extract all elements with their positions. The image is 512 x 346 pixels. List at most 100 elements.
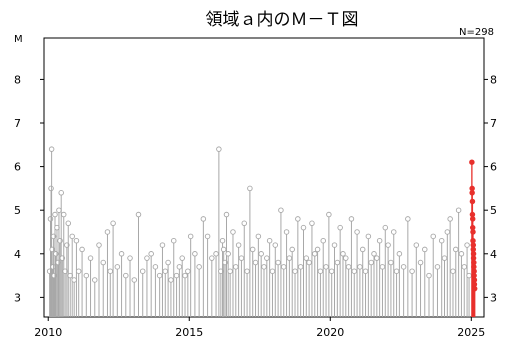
- past-event-point: [309, 220, 315, 227]
- past-event-point: [348, 216, 355, 222]
- past-event-point: [312, 251, 318, 257]
- y-tick-label-right: 3: [490, 291, 497, 304]
- past-event-point: [314, 246, 321, 253]
- past-event-point: [422, 246, 428, 253]
- past-event-point: [162, 268, 169, 274]
- past-event-point: [455, 207, 462, 213]
- past-event-point: [292, 268, 298, 274]
- past-event-point: [249, 246, 256, 253]
- past-event-point: [139, 268, 146, 274]
- past-event-point: [173, 272, 180, 279]
- past-event-point: [317, 268, 324, 274]
- recent-event-point: [469, 198, 476, 205]
- past-event-point: [323, 264, 329, 270]
- recent-event-point: [470, 237, 476, 244]
- past-event-point: [351, 268, 358, 274]
- past-event-point: [328, 268, 335, 274]
- past-event-point: [390, 229, 397, 235]
- recent-event-point: [469, 216, 476, 222]
- past-event-point: [114, 264, 121, 270]
- past-event-point: [127, 255, 133, 261]
- past-event-point: [135, 211, 142, 218]
- past-event-point: [458, 251, 465, 257]
- past-event-point: [438, 237, 445, 244]
- recent-event-point: [469, 190, 475, 196]
- past-event-point: [297, 264, 304, 270]
- past-event-point: [334, 259, 341, 266]
- past-event-point: [204, 233, 211, 240]
- past-event-point: [123, 272, 129, 279]
- past-event-point: [96, 242, 102, 248]
- recent-event-point: [469, 224, 476, 231]
- past-event-point: [368, 259, 374, 266]
- past-event-point: [405, 216, 411, 222]
- past-event-point: [79, 246, 85, 253]
- past-event-point: [362, 268, 369, 274]
- past-event-point: [365, 233, 372, 240]
- past-event-point: [371, 251, 377, 257]
- past-event-point: [258, 251, 264, 257]
- past-event-point: [430, 233, 436, 240]
- chart-title: 領域ａ内のＭ－Ｔ図: [206, 10, 359, 30]
- past-event-point: [320, 237, 326, 244]
- past-event-point: [252, 259, 259, 266]
- past-event-point: [65, 220, 72, 227]
- y-tick-label: 8: [14, 73, 21, 86]
- recent-event-point: [470, 229, 476, 235]
- past-event-point: [196, 264, 202, 270]
- y-tick-label-right: 8: [490, 73, 497, 86]
- recent-event-point: [471, 272, 477, 279]
- past-event-point: [434, 264, 441, 270]
- past-event-point: [230, 229, 236, 235]
- past-event-point: [223, 211, 230, 218]
- past-event-point: [176, 264, 183, 270]
- y-axis-title: M: [14, 34, 23, 45]
- past-event-point: [107, 268, 114, 274]
- past-event-point: [379, 264, 386, 270]
- past-event-point: [227, 268, 233, 274]
- past-event-point: [179, 255, 185, 261]
- past-event-point: [218, 268, 224, 274]
- past-event-point: [303, 255, 310, 261]
- past-event-point: [168, 277, 174, 283]
- past-event-point: [400, 264, 407, 270]
- past-event-point: [220, 246, 227, 253]
- past-event-point: [83, 272, 90, 279]
- past-event-point: [87, 255, 94, 261]
- past-event-point: [450, 268, 456, 274]
- recent-event-point: [469, 159, 475, 165]
- past-event-point: [131, 277, 138, 283]
- recent-events: [469, 159, 478, 317]
- past-event-point: [209, 255, 215, 261]
- past-event-point: [343, 255, 349, 261]
- past-event-point: [326, 211, 332, 218]
- past-event-point: [52, 211, 58, 218]
- past-event-point: [283, 229, 290, 235]
- y-tick-label-right: 5: [490, 204, 497, 217]
- past-event-point: [71, 277, 77, 283]
- past-event-point: [238, 255, 245, 261]
- y-tick-label: 5: [14, 204, 21, 217]
- past-event-point: [187, 233, 194, 240]
- past-event-point: [255, 233, 262, 240]
- past-event-point: [426, 272, 432, 279]
- past-event-point: [244, 268, 250, 274]
- past-event-point: [48, 185, 54, 192]
- y-tick-label-right: 6: [490, 161, 497, 174]
- past-event-point: [382, 224, 389, 231]
- y-tick-label-right: 4: [490, 248, 497, 261]
- past-event-point: [200, 216, 207, 222]
- past-event-point: [272, 242, 279, 248]
- past-event-point: [354, 229, 360, 235]
- past-event-point: [118, 251, 125, 257]
- past-event-point: [104, 229, 111, 235]
- past-event-point: [359, 246, 366, 253]
- past-event-point: [269, 268, 276, 274]
- recent-event-point: [469, 211, 476, 218]
- recent-event-point: [470, 255, 477, 261]
- past-event-point: [374, 255, 380, 261]
- past-event-point: [56, 207, 62, 213]
- axes: 3 3 4 4 5 5 6 6 7 7 8 8 2010 2015 2020 2025: [14, 73, 497, 339]
- past-event-point: [447, 216, 453, 222]
